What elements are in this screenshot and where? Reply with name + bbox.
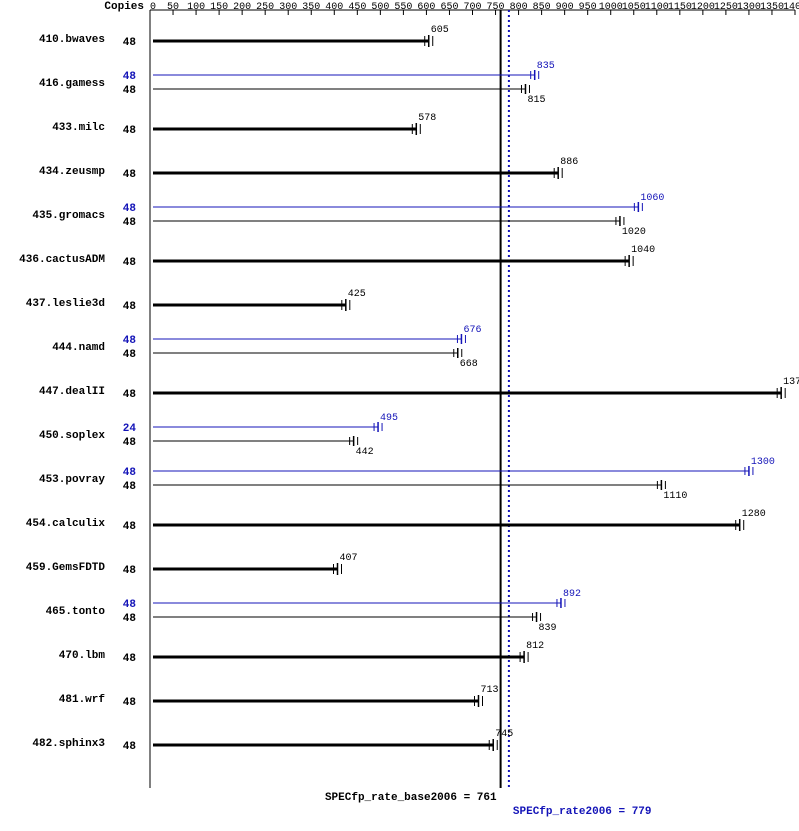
base-value: 812 (526, 641, 544, 652)
x-tick-label: 900 (556, 2, 574, 13)
benchmark-name: 436.cactusADM (19, 254, 105, 266)
base-value: 713 (480, 685, 498, 696)
peak-copies: 48 (123, 599, 137, 611)
benchmark-name: 435.gromacs (32, 210, 105, 222)
peak-value: 1300 (751, 457, 775, 468)
base-copies: 48 (123, 389, 137, 401)
base-copies: 48 (123, 613, 137, 625)
base-value: 1020 (622, 227, 646, 238)
x-tick-label: 1050 (622, 2, 646, 13)
reference-label: SPECfp_rate2006 = 779 (513, 806, 652, 818)
benchmark-name: 450.soplex (39, 430, 105, 442)
x-tick-label: 100 (187, 2, 205, 13)
x-tick-label: 500 (371, 2, 389, 13)
base-value: 605 (431, 25, 449, 36)
peak-copies: 24 (123, 423, 137, 435)
benchmark-name: 470.lbm (59, 650, 106, 662)
base-copies: 48 (123, 741, 137, 753)
base-copies: 48 (123, 697, 137, 709)
base-value: 668 (460, 359, 478, 370)
peak-value: 1060 (640, 193, 664, 204)
benchmark-name: 437.leslie3d (26, 298, 105, 310)
base-copies: 48 (123, 481, 137, 493)
x-tick-label: 300 (279, 2, 297, 13)
base-copies: 48 (123, 125, 137, 137)
base-copies: 48 (123, 437, 137, 449)
benchmark-name: 482.sphinx3 (32, 738, 105, 750)
benchmark-name: 465.tonto (46, 606, 106, 618)
peak-copies: 48 (123, 467, 137, 479)
benchmark-name: 459.GemsFDTD (26, 562, 106, 574)
base-value: 1370 (783, 377, 799, 388)
base-copies: 48 (123, 301, 137, 313)
x-tick-label: 550 (394, 2, 412, 13)
base-copies: 48 (123, 85, 137, 97)
base-value: 442 (356, 447, 374, 458)
x-tick-label: 1000 (599, 2, 623, 13)
base-value: 886 (560, 157, 578, 168)
x-tick-label: 1300 (737, 2, 761, 13)
base-value: 1040 (631, 245, 655, 256)
base-copies: 48 (123, 257, 137, 269)
base-value: 839 (539, 623, 557, 634)
base-value: 1110 (663, 491, 687, 502)
base-copies: 48 (123, 169, 137, 181)
base-value: 745 (495, 729, 513, 740)
x-tick-label: 1250 (714, 2, 738, 13)
x-tick-label: 1200 (691, 2, 715, 13)
benchmark-name: 481.wrf (59, 694, 106, 706)
peak-value: 892 (563, 589, 581, 600)
base-value: 425 (348, 289, 366, 300)
x-tick-label: 950 (579, 2, 597, 13)
base-copies: 48 (123, 565, 137, 577)
base-value: 1280 (742, 509, 766, 520)
x-tick-label: 650 (440, 2, 458, 13)
x-tick-label: 1400 (783, 2, 799, 13)
base-copies: 48 (123, 37, 137, 49)
x-tick-label: 250 (256, 2, 274, 13)
x-tick-label: 600 (417, 2, 435, 13)
x-tick-label: 450 (348, 2, 366, 13)
base-copies: 48 (123, 349, 137, 361)
benchmark-name: 433.milc (52, 122, 105, 134)
x-tick-label: 800 (510, 2, 528, 13)
x-tick-label: 350 (302, 2, 320, 13)
peak-copies: 48 (123, 203, 137, 215)
x-tick-label: 50 (167, 2, 179, 13)
chart-bg (0, 0, 799, 831)
benchmark-name: 447.dealII (39, 386, 105, 398)
copies-header: Copies (104, 1, 144, 13)
base-value: 815 (527, 95, 545, 106)
benchmark-name: 416.gamess (39, 78, 105, 90)
x-tick-label: 750 (487, 2, 505, 13)
base-copies: 48 (123, 217, 137, 229)
x-tick-label: 1150 (668, 2, 692, 13)
benchmark-name: 453.povray (39, 474, 105, 486)
x-tick-label: 150 (210, 2, 228, 13)
x-tick-label: 850 (533, 2, 551, 13)
x-tick-label: 1350 (760, 2, 784, 13)
peak-value: 676 (463, 325, 481, 336)
x-tick-label: 400 (325, 2, 343, 13)
benchmark-name: 410.bwaves (39, 34, 105, 46)
x-tick-label: 1100 (645, 2, 669, 13)
peak-value: 495 (380, 413, 398, 424)
x-tick-label: 200 (233, 2, 251, 13)
peak-copies: 48 (123, 71, 137, 83)
base-copies: 48 (123, 521, 137, 533)
peak-copies: 48 (123, 335, 137, 347)
benchmark-name: 454.calculix (26, 518, 106, 530)
base-value: 578 (418, 113, 436, 124)
benchmark-name: 434.zeusmp (39, 166, 105, 178)
benchmark-chart: 0 50 100 150 200 250 300 350 400 450 500 550 600 650 7… (0, 0, 799, 831)
benchmark-name: 444.namd (52, 342, 105, 354)
reference-label: SPECfp_rate_base2006 = 761 (325, 792, 497, 804)
peak-value: 835 (537, 61, 555, 72)
x-tick-label: 0 (150, 2, 156, 13)
base-copies: 48 (123, 653, 137, 665)
x-tick-label: 700 (463, 2, 481, 13)
base-value: 407 (340, 553, 358, 564)
